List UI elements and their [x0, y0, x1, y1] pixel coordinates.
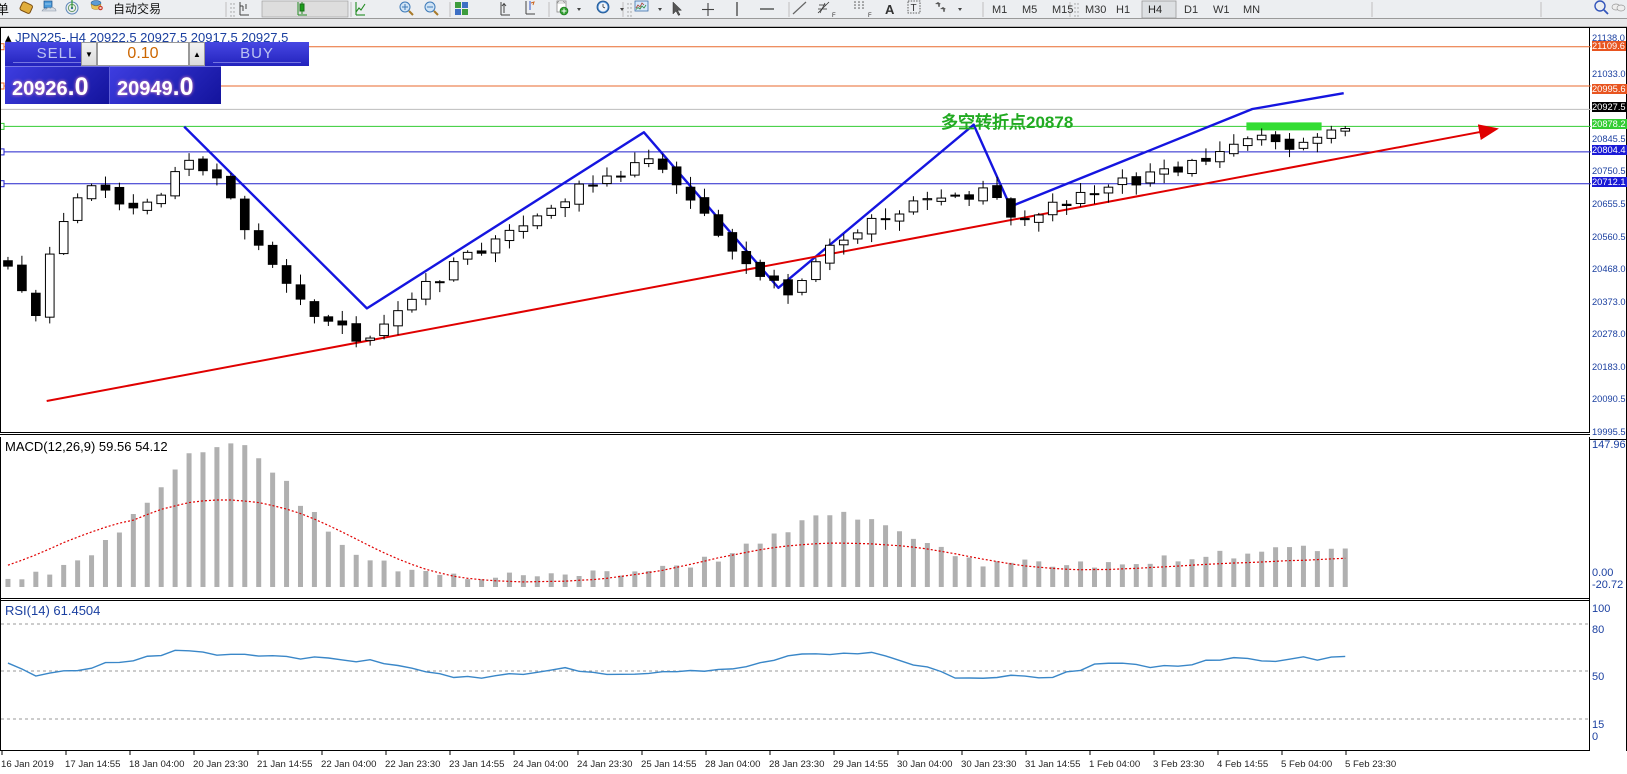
svg-text:21 Jan 14:55: 21 Jan 14:55	[257, 759, 312, 770]
svg-text:28 Jan 23:30: 28 Jan 23:30	[769, 759, 824, 770]
svg-text:W1: W1	[1213, 4, 1230, 16]
svg-text:单: 单	[0, 2, 9, 17]
svg-text:M1: M1	[992, 4, 1007, 16]
svg-text:30 Jan 04:00: 30 Jan 04:00	[897, 759, 952, 770]
svg-text:24 Jan 23:30: 24 Jan 23:30	[577, 759, 632, 770]
svg-text:18 Jan 04:00: 18 Jan 04:00	[129, 759, 184, 770]
svg-text:T: T	[911, 3, 917, 14]
svg-text:A: A	[885, 2, 895, 17]
svg-text:1 Feb 04:00: 1 Feb 04:00	[1089, 759, 1140, 770]
svg-text:M30: M30	[1085, 4, 1106, 16]
svg-text:自动交易: 自动交易	[113, 1, 161, 16]
svg-text:31 Jan 14:55: 31 Jan 14:55	[1025, 759, 1080, 770]
svg-text:16 Jan 2019: 16 Jan 2019	[1, 759, 54, 770]
svg-text:25 Jan 14:55: 25 Jan 14:55	[641, 759, 696, 770]
svg-text:24 Jan 04:00: 24 Jan 04:00	[513, 759, 568, 770]
svg-text:30 Jan 23:30: 30 Jan 23:30	[961, 759, 1016, 770]
svg-text:22 Jan 23:30: 22 Jan 23:30	[385, 759, 440, 770]
svg-text:MN: MN	[1243, 4, 1260, 16]
svg-text:28 Jan 04:00: 28 Jan 04:00	[705, 759, 760, 770]
svg-text:5 Feb 23:30: 5 Feb 23:30	[1345, 759, 1396, 770]
svg-text:3 Feb 23:30: 3 Feb 23:30	[1153, 759, 1204, 770]
svg-text:23 Jan 14:55: 23 Jan 14:55	[449, 759, 504, 770]
svg-text:5 Feb 04:00: 5 Feb 04:00	[1281, 759, 1332, 770]
svg-text:D1: D1	[1184, 4, 1198, 16]
svg-text:H4: H4	[1148, 4, 1162, 16]
svg-text:29 Jan 14:55: 29 Jan 14:55	[833, 759, 888, 770]
svg-text:17 Jan 14:55: 17 Jan 14:55	[65, 759, 120, 770]
svg-text:M5: M5	[1022, 4, 1037, 16]
svg-text:M15: M15	[1052, 4, 1073, 16]
svg-text:4 Feb 14:55: 4 Feb 14:55	[1217, 759, 1268, 770]
svg-text:22 Jan 04:00: 22 Jan 04:00	[321, 759, 376, 770]
svg-text:H1: H1	[1116, 4, 1130, 16]
svg-text:20 Jan 23:30: 20 Jan 23:30	[193, 759, 248, 770]
